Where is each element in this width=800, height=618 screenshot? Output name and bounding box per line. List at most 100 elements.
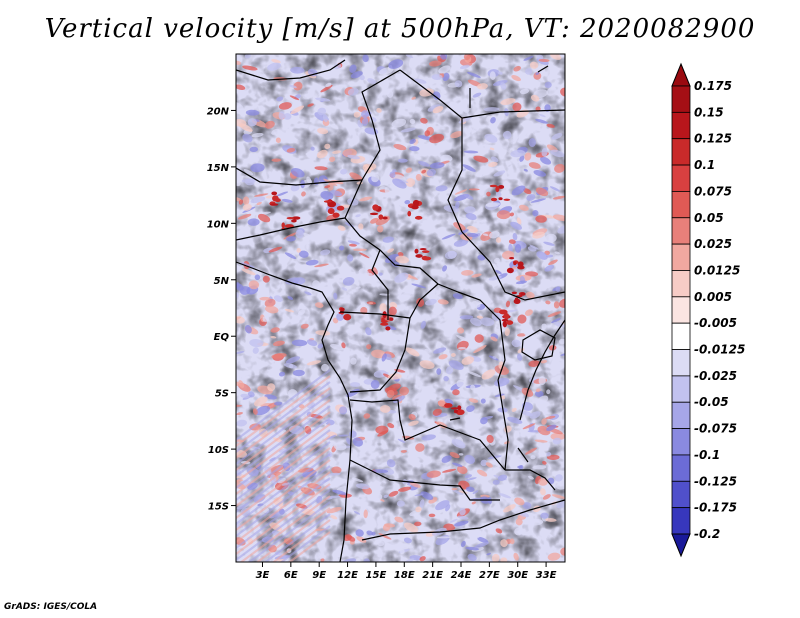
field-patch xyxy=(558,338,565,345)
border-line xyxy=(521,329,556,361)
colorbar-band xyxy=(671,296,691,324)
convective-spot xyxy=(291,216,301,220)
lat-tick-label: 5N xyxy=(214,276,230,287)
convective-spot xyxy=(271,191,278,196)
field-patch xyxy=(513,65,521,72)
field-patch xyxy=(554,251,560,255)
lon-tick-label: 21E xyxy=(422,570,443,581)
field-patch xyxy=(387,422,395,429)
convective-spot xyxy=(499,309,508,315)
field-patch xyxy=(468,398,479,403)
colorbar-label: 0.15 xyxy=(694,105,724,119)
border-line xyxy=(517,447,529,463)
convective-spot xyxy=(509,256,515,260)
convective-spot xyxy=(503,312,510,320)
border-line xyxy=(236,217,346,241)
field-patch xyxy=(467,79,482,87)
latitude-axis: 20N 15N 10N 5N EQ 5S 10S 15S xyxy=(207,106,236,513)
field-patch xyxy=(241,268,256,276)
field-patch xyxy=(548,345,557,351)
convective-spot xyxy=(385,326,391,331)
field-patch xyxy=(330,344,344,351)
field-patch xyxy=(366,530,374,536)
field-patch xyxy=(409,482,421,488)
field-patch xyxy=(254,396,268,407)
field-patch xyxy=(268,246,283,253)
field-patch xyxy=(339,406,348,415)
field-patch xyxy=(551,132,563,140)
field-patch xyxy=(382,236,395,243)
convective-spot xyxy=(270,203,279,206)
field-patch xyxy=(271,59,281,64)
field-patch xyxy=(283,113,292,120)
field-patch xyxy=(262,315,270,322)
field-patch xyxy=(480,317,495,327)
field-patch xyxy=(315,302,324,308)
lat-tick-label: 15S xyxy=(208,502,229,513)
map-frame xyxy=(235,53,566,563)
field-patch xyxy=(528,475,534,480)
field-patch xyxy=(488,275,502,281)
field-patch xyxy=(528,138,536,147)
field-patch xyxy=(318,175,328,184)
field-patch xyxy=(541,147,548,157)
field-patch xyxy=(247,118,257,127)
field-patch xyxy=(291,339,308,347)
field-patch xyxy=(486,115,491,122)
field-patch xyxy=(452,293,463,300)
field-patch xyxy=(470,317,482,327)
field-patch xyxy=(379,498,385,502)
field-patch xyxy=(415,443,425,452)
lon-tick-label: 27E xyxy=(479,570,500,581)
field-patch xyxy=(546,451,552,457)
field-patch xyxy=(367,78,377,85)
field-patch xyxy=(320,84,333,93)
field-patch xyxy=(381,353,387,362)
field-patch xyxy=(378,67,394,75)
field-patch xyxy=(245,109,260,116)
field-patch xyxy=(275,137,281,143)
field-patch xyxy=(456,465,468,474)
lon-tick-label: 30E xyxy=(507,570,528,581)
field-patch xyxy=(536,251,548,260)
field-patch xyxy=(555,286,561,292)
lon-tick-label: 3E xyxy=(256,570,270,581)
field-patch xyxy=(552,182,558,188)
field-patch xyxy=(359,252,370,259)
field-patch xyxy=(467,71,481,78)
field-patch xyxy=(550,432,565,441)
ocean-band xyxy=(236,477,331,549)
border-line xyxy=(457,291,506,381)
field-patch xyxy=(559,298,565,308)
convective-spot xyxy=(498,197,503,201)
field-patch xyxy=(461,269,474,276)
field-patch xyxy=(523,188,532,195)
convective-spot xyxy=(514,297,519,301)
colorbar-band xyxy=(671,111,691,140)
field-patch xyxy=(560,353,565,356)
field-patch xyxy=(532,465,547,470)
field-patch xyxy=(535,215,547,223)
convective-spot xyxy=(513,298,521,305)
field-patch xyxy=(339,245,345,251)
field-patch xyxy=(517,314,527,324)
field-patch xyxy=(438,497,443,502)
field-patch xyxy=(543,241,555,246)
colorbar-band xyxy=(671,428,691,456)
field-patch xyxy=(350,382,361,387)
field-patch xyxy=(284,308,295,313)
field-patch xyxy=(474,334,484,343)
field-patch xyxy=(290,168,305,178)
ocean-band xyxy=(271,519,331,562)
field-patch xyxy=(370,217,379,224)
ocean-band xyxy=(236,399,331,471)
convective-spot xyxy=(455,409,465,416)
field-patch xyxy=(328,472,341,476)
lat-tick-label: 15N xyxy=(207,163,230,174)
field-patch xyxy=(524,309,533,316)
field-patch xyxy=(480,459,488,467)
convective-spot xyxy=(517,265,525,270)
field-patch xyxy=(433,347,447,354)
field-patch xyxy=(278,102,292,110)
field-patch xyxy=(236,101,244,111)
